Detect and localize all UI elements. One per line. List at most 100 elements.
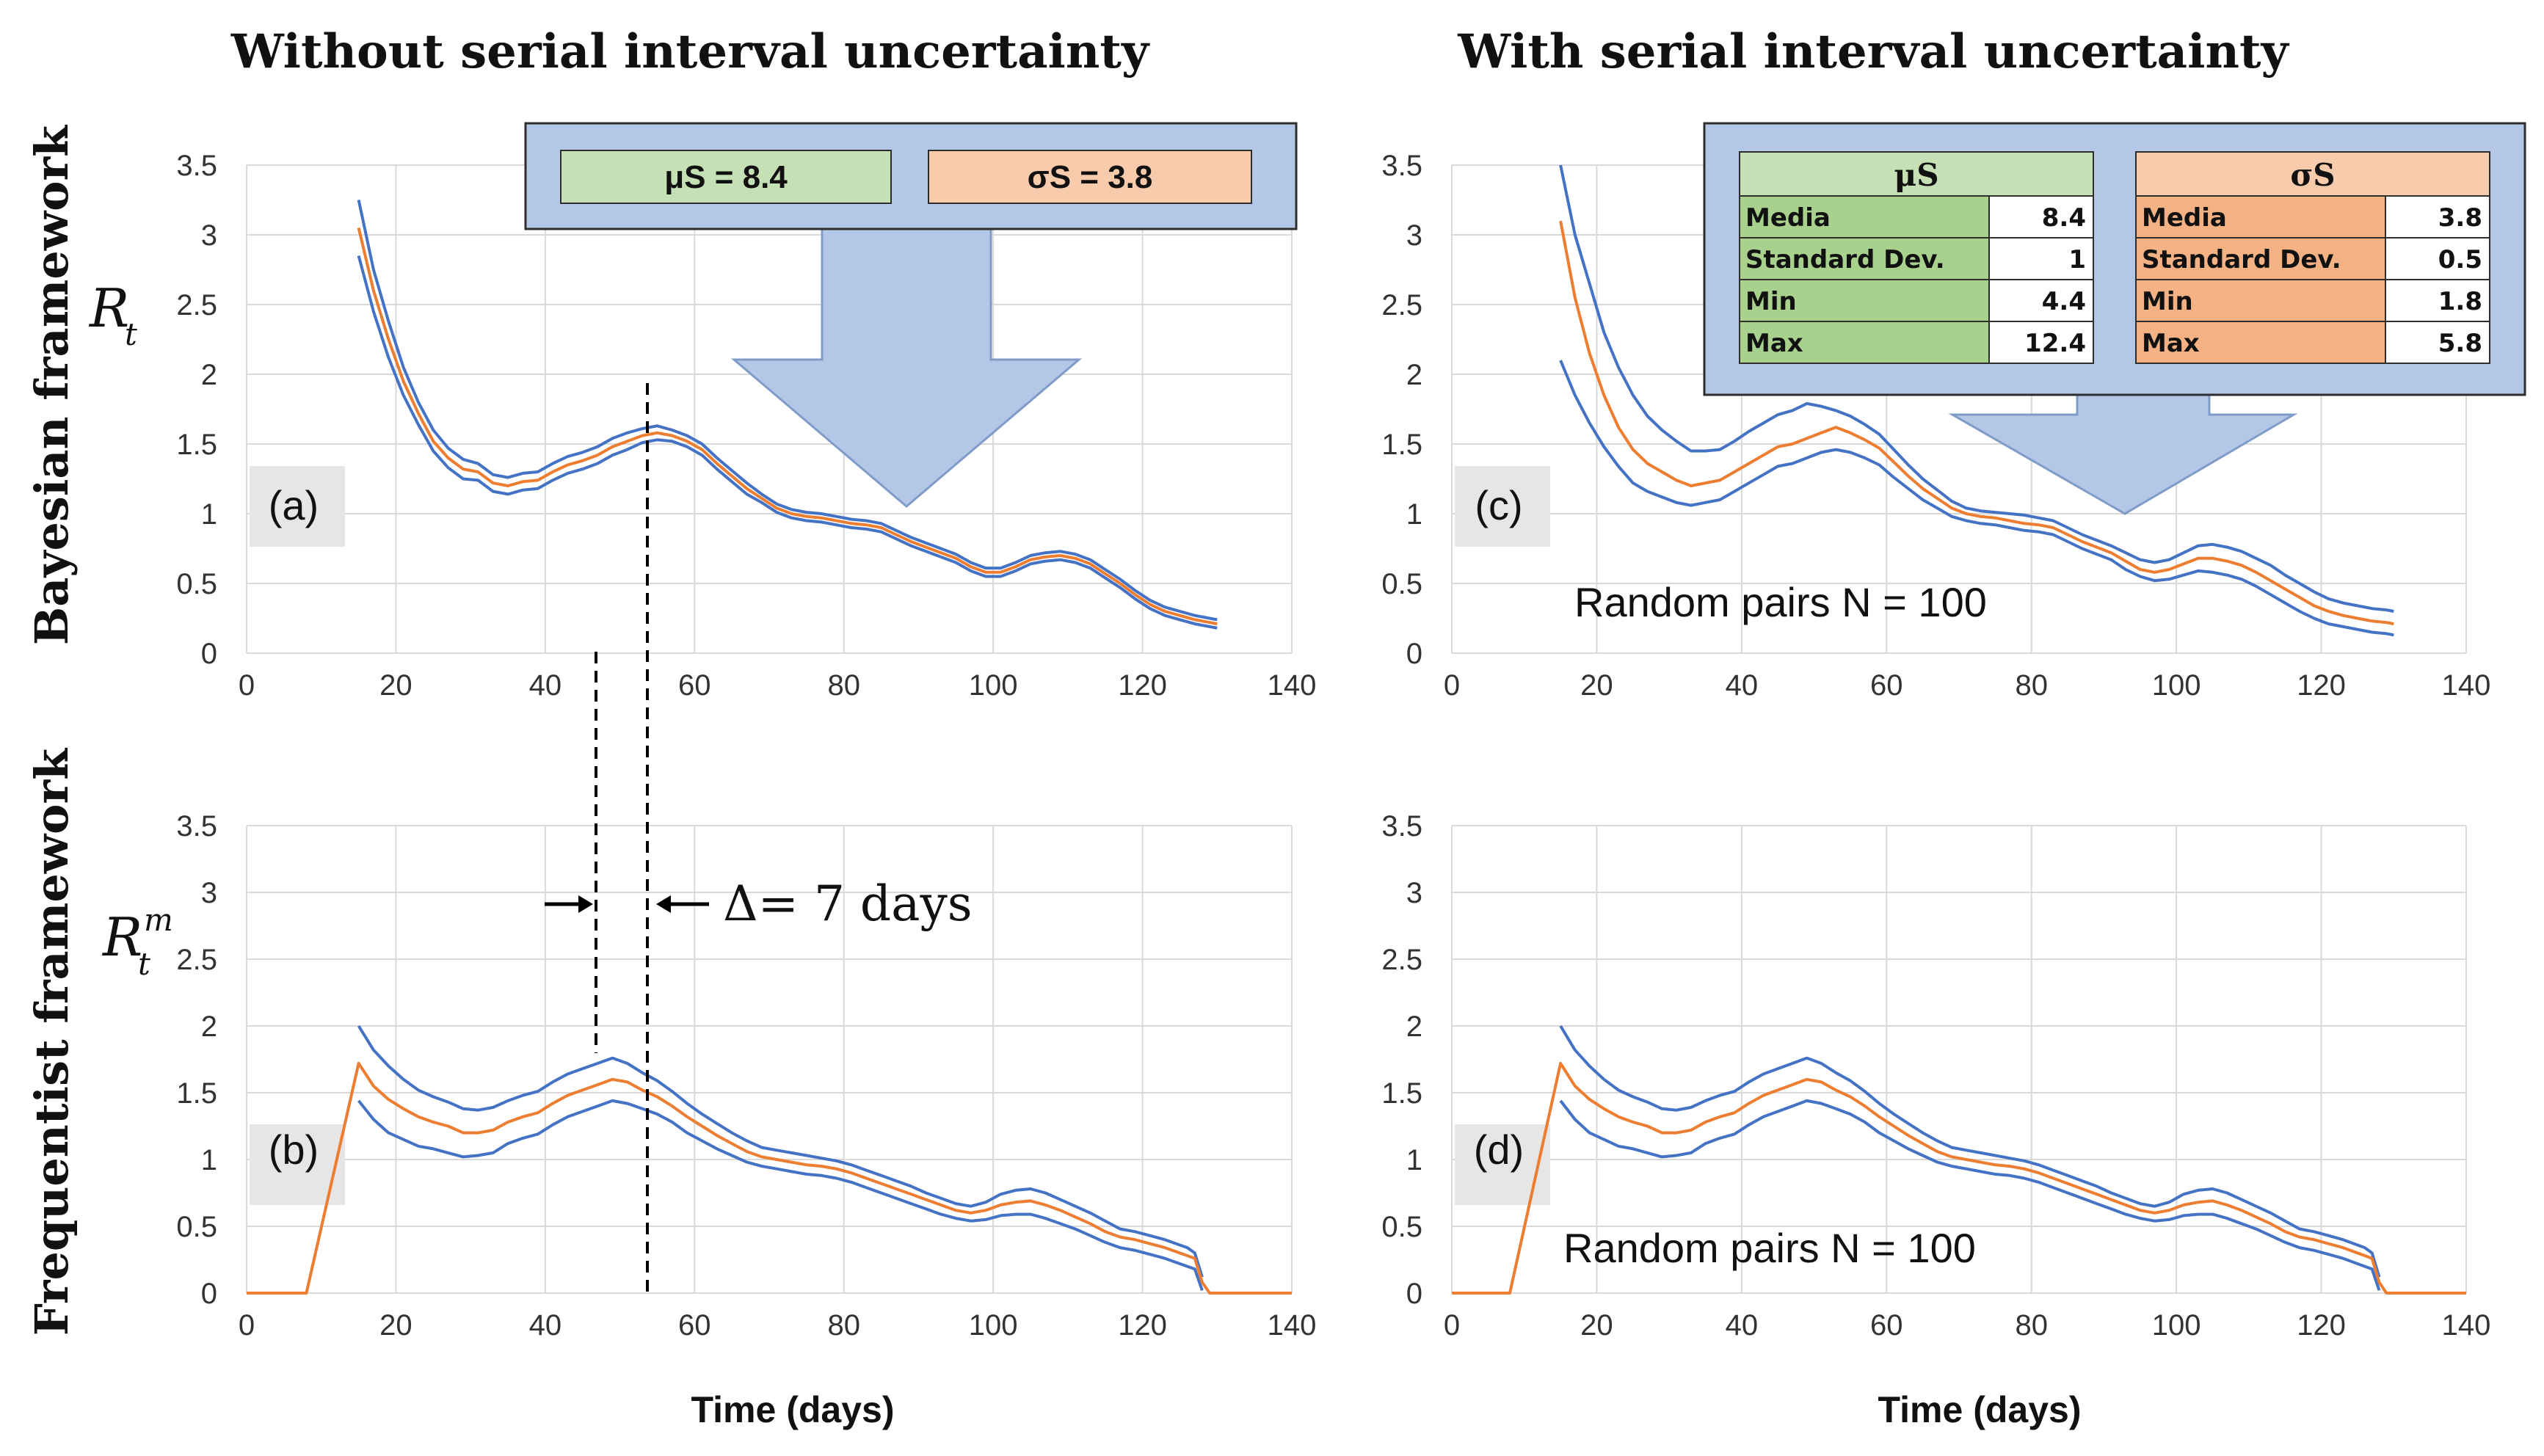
- y-tick-label: 3: [201, 219, 217, 252]
- x-tick-label: 80: [2015, 1309, 2048, 1342]
- y-tick-label: 3: [1406, 219, 1422, 252]
- y-tick-label: 0.5: [1381, 568, 1422, 600]
- series-upper-line: [357, 1024, 1204, 1278]
- panel-label: (d): [1474, 1126, 1524, 1173]
- down-arrow-left: [730, 226, 1083, 508]
- ylabel-rt-sub: t: [125, 316, 137, 352]
- table-row-value: 1: [2068, 245, 2086, 274]
- ylabel-rtm-main: R: [101, 906, 142, 968]
- table-row-value: 8.4: [2042, 203, 2086, 233]
- table-row-value-cell: [2385, 321, 2490, 364]
- y-tick-label: 1: [201, 1144, 217, 1176]
- panel-label: (b): [269, 1126, 319, 1173]
- panel-a: 0 0.5 1 1.5 2 2.5 3 3.5 0 20 40 60 80 100 120 140 (a): [176, 150, 1316, 702]
- series-lower-line: [1559, 1099, 2381, 1292]
- y-tick-label: 2: [1406, 1011, 1422, 1043]
- table-header-label: μS: [1894, 157, 1938, 193]
- y-tick-label: 1.5: [1381, 429, 1422, 461]
- row-title-bayesian: Bayesian framework: [25, 124, 79, 645]
- series-upper-line: [1559, 164, 2394, 613]
- table-row-label: Media: [2142, 203, 2227, 233]
- ylabel-rt: R t: [88, 277, 137, 352]
- table-header-label: σS: [2290, 157, 2335, 193]
- panel-label-bg: [1455, 1124, 1550, 1205]
- x-tick-label: 80: [827, 669, 860, 702]
- sigma-fixed-label: σS = 3.8: [1028, 159, 1153, 195]
- delta-annotation: Δ= 7 days: [545, 383, 973, 1292]
- y-tick-label: 3: [201, 877, 217, 909]
- y-tick-label: 3.5: [176, 150, 217, 182]
- x-tick-label: 80: [2015, 669, 2048, 702]
- ylabel-rtm-sup: m: [144, 902, 173, 938]
- table-row-value-cell: [1988, 237, 2094, 280]
- table-header: [2135, 151, 2490, 197]
- x-tick-label: 140: [1268, 1309, 1317, 1342]
- x-tick-label: 60: [678, 1309, 711, 1342]
- column-title-right: With serial interval uncertainty: [1457, 24, 2289, 79]
- x-tick-label: 80: [827, 1309, 860, 1342]
- column-title-left: Without serial interval uncertainty: [230, 24, 1150, 79]
- table-row-label-cell: [2135, 237, 2386, 280]
- fixed-parameters-callout: μS = 8.4 σS = 3.8: [524, 122, 1298, 508]
- table-row-value: 1.8: [2438, 287, 2482, 316]
- table-row-value-cell: [1988, 195, 2094, 239]
- y-tick-label: 3.5: [176, 810, 217, 842]
- table-row-value-cell: [1988, 279, 2094, 322]
- x-tick-label: 20: [379, 1309, 413, 1342]
- delta-arrow-right-head: [656, 895, 671, 913]
- down-arrow-right: [1948, 380, 2298, 515]
- y-tick-label: 0.5: [1381, 1211, 1422, 1243]
- y-tick-label: 2.5: [1381, 289, 1422, 321]
- panel-label-bg: [1455, 466, 1550, 547]
- x-tick-label: 0: [239, 669, 255, 702]
- ylabel-rtm-sub: t: [138, 946, 150, 982]
- y-tick-label: 1.5: [1381, 1077, 1422, 1110]
- panel-label-bg: [250, 466, 345, 547]
- x-tick-label: 40: [529, 1309, 562, 1342]
- x-tick-label: 120: [1118, 669, 1167, 702]
- y-tick-label: 1: [1406, 498, 1422, 531]
- series-lower-line: [1559, 360, 2394, 637]
- x-tick-label: 120: [1118, 1309, 1167, 1342]
- panel-label: (c): [1475, 482, 1522, 528]
- ylabel-rtm: R m t: [101, 902, 173, 982]
- x-tick-label: 40: [1726, 669, 1759, 702]
- x-tick-label: 20: [1580, 669, 1613, 702]
- xlabel-left: Time (days): [691, 1389, 895, 1430]
- table-sigma: σS Media 3.8 Standard Dev. 0.5 Min 1.8 Max 5.8: [2135, 151, 2490, 364]
- x-tick-label: 40: [529, 669, 562, 702]
- y-tick-label: 2: [201, 359, 217, 391]
- x-tick-label: 0: [239, 1309, 255, 1342]
- y-tick-label: 2: [201, 1011, 217, 1043]
- y-tick-label: 2.5: [176, 289, 217, 321]
- y-tick-label: 0: [201, 638, 217, 670]
- x-tick-label: 120: [2297, 669, 2346, 702]
- mu-fixed-label: μS = 8.4: [664, 159, 788, 195]
- xlabel-right: Time (days): [1878, 1389, 2082, 1430]
- y-tick-label: 3.5: [1381, 150, 1422, 182]
- x-tick-label: 20: [1580, 1309, 1613, 1342]
- table-mu: μS Media 8.4 Standard Dev. 1 Min 4.4 Max 12.4: [1739, 151, 2094, 364]
- y-tick-label: 0.5: [176, 568, 217, 600]
- row-title-frequentist: Frequentist framework: [25, 747, 79, 1336]
- x-tick-label: 140: [1268, 669, 1317, 702]
- x-tick-label: 20: [379, 669, 413, 702]
- x-tick-label: 140: [2442, 669, 2491, 702]
- table-row-label-cell: [1739, 279, 1990, 322]
- panel-d: 0 0.5 1 1.5 2 2.5 3 3.5 0 20 40 60 80 100 120 140 (d): [1381, 810, 2490, 1342]
- table-row-value-cell: [2385, 195, 2490, 239]
- series-center-line: [357, 228, 1218, 626]
- y-tick-label: 2.5: [1381, 944, 1422, 976]
- x-tick-label: 120: [2297, 1309, 2346, 1342]
- series-lower-line: [357, 1099, 1204, 1292]
- x-tick-label: 100: [2152, 669, 2201, 702]
- y-tick-label: 0.5: [176, 1211, 217, 1243]
- table-row-value-cell: [1988, 321, 2094, 364]
- table-row-label: Min: [1745, 287, 1797, 316]
- delta-label: Δ= 7 days: [723, 876, 973, 932]
- panel-label: (a): [269, 482, 319, 528]
- y-tick-label: 3.5: [1381, 810, 1422, 842]
- ylabel-rt-main: R: [88, 277, 129, 339]
- x-tick-label: 60: [678, 669, 711, 702]
- x-tick-label: 100: [2152, 1309, 2201, 1342]
